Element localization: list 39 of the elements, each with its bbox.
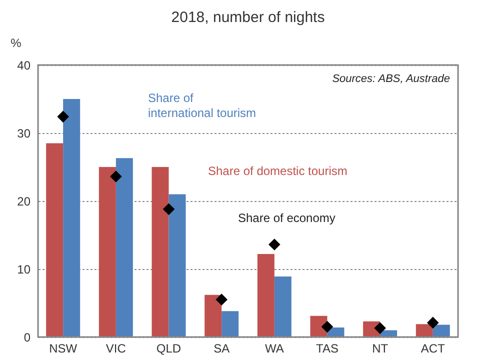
bar [116,158,133,337]
bar [152,167,169,337]
point [216,294,228,306]
point [268,238,280,250]
y-axis-title: % [10,36,22,50]
bar [63,99,80,337]
y-tick-label: 40 [17,58,31,72]
annotation: Sources: ABS, Austrade [332,73,450,85]
point [110,170,122,182]
x-tick-label: ACT [420,342,446,356]
x-tick-label: WA [264,342,284,356]
point [162,203,175,216]
bar [274,276,292,337]
x-tick-label: SA [214,342,230,356]
bar [416,324,433,337]
x-tick-label: NT [372,342,389,356]
y-tick-label: 0 [24,330,31,344]
bar [98,167,116,337]
bar [257,254,274,337]
x-tick-label: VIC [106,342,126,356]
point [374,322,386,334]
series-label: Share of economy [238,211,336,225]
bar [46,143,64,337]
text: Share of domestic tourism [208,164,348,178]
point [57,110,70,123]
point [426,316,439,329]
chart-title: 2018, number of nights [171,9,325,26]
y-tick-label: 30 [17,126,31,140]
bar [432,324,450,337]
y-tick-label: 20 [17,194,31,208]
bar [222,311,239,337]
x-tick-label: TAS [316,342,338,356]
x-tick-label: NSW [49,342,78,356]
bar [168,194,186,337]
point [321,320,334,333]
y-tick-label: 10 [17,262,31,276]
text: Share of international tourism [148,91,256,120]
bar [204,294,222,337]
x-tick-label: QLD [156,342,182,356]
